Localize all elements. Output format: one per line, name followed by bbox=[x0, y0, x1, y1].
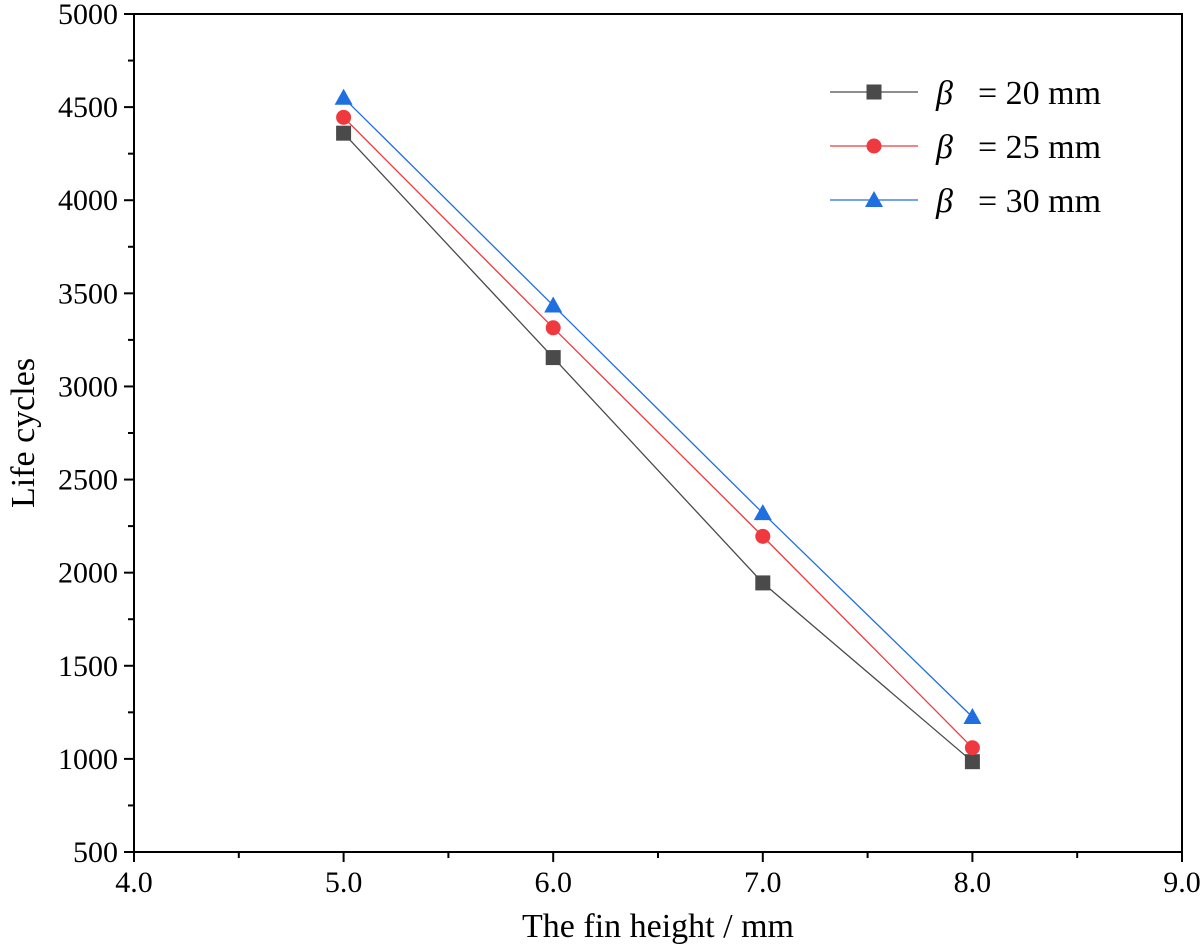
legend-marker bbox=[866, 138, 882, 154]
legend: β = 20 mm β = 25 mm β = 30 mm bbox=[830, 75, 1101, 220]
y-tick-label: 1500 bbox=[58, 650, 118, 683]
x-tick-label: 7.0 bbox=[744, 866, 782, 899]
x-tick-label: 6.0 bbox=[534, 866, 572, 899]
legend-item: β = 20 mm bbox=[830, 75, 1101, 112]
data-point bbox=[336, 109, 352, 125]
series-3 bbox=[334, 88, 982, 724]
x-tick-label: 9.0 bbox=[1163, 866, 1200, 899]
legend-marker bbox=[865, 191, 883, 207]
x-tick-label: 5.0 bbox=[325, 866, 363, 899]
x-axis-title: The fin height / mm bbox=[522, 908, 794, 945]
series-line bbox=[343, 97, 973, 718]
series-layer bbox=[334, 88, 982, 770]
series-1 bbox=[336, 125, 980, 770]
legend-item: β = 25 mm bbox=[830, 129, 1101, 166]
y-axis-title: Life cycles bbox=[5, 358, 42, 508]
y-tick-label: 1000 bbox=[58, 743, 118, 776]
y-tick-label: 5000 bbox=[58, 0, 118, 31]
series-2 bbox=[336, 109, 980, 756]
data-point bbox=[336, 125, 352, 141]
legend-label: = 25 mm bbox=[978, 129, 1101, 166]
y-tick-label: 3000 bbox=[58, 370, 118, 403]
legend-symbol: β bbox=[935, 183, 953, 220]
legend-marker bbox=[866, 84, 882, 100]
data-point bbox=[755, 575, 771, 591]
series-line bbox=[343, 116, 973, 749]
data-point bbox=[963, 707, 982, 724]
data-point bbox=[334, 88, 353, 105]
data-point bbox=[753, 504, 772, 521]
data-point bbox=[964, 740, 980, 756]
y-tick-label: 2500 bbox=[58, 464, 118, 497]
legend-label: = 20 mm bbox=[978, 75, 1101, 112]
y-tick-label: 4000 bbox=[58, 184, 118, 217]
y-tick-label: 500 bbox=[73, 836, 118, 869]
y-tick-label: 4500 bbox=[58, 91, 118, 124]
legend-item: β = 30 mm bbox=[830, 183, 1101, 220]
y-tick-label: 2000 bbox=[58, 557, 118, 590]
x-tick-label: 8.0 bbox=[954, 866, 992, 899]
x-axis: 4.0 5.0 6.0 7.0 8.0 9.0 bbox=[115, 852, 1200, 899]
legend-symbol: β bbox=[935, 75, 953, 112]
data-point bbox=[545, 320, 561, 336]
x-tick-label: 4.0 bbox=[115, 866, 153, 899]
legend-label: = 30 mm bbox=[978, 183, 1101, 220]
series-line bbox=[343, 132, 973, 763]
data-point bbox=[545, 350, 561, 366]
legend-symbol: β bbox=[935, 129, 953, 166]
y-tick-label: 3500 bbox=[58, 277, 118, 310]
y-axis: 500 1000 1500 2000 2500 3000 3500 4000 4500 5000 bbox=[58, 0, 134, 869]
data-point bbox=[544, 296, 563, 313]
data-point bbox=[964, 754, 980, 770]
data-point bbox=[755, 528, 771, 544]
